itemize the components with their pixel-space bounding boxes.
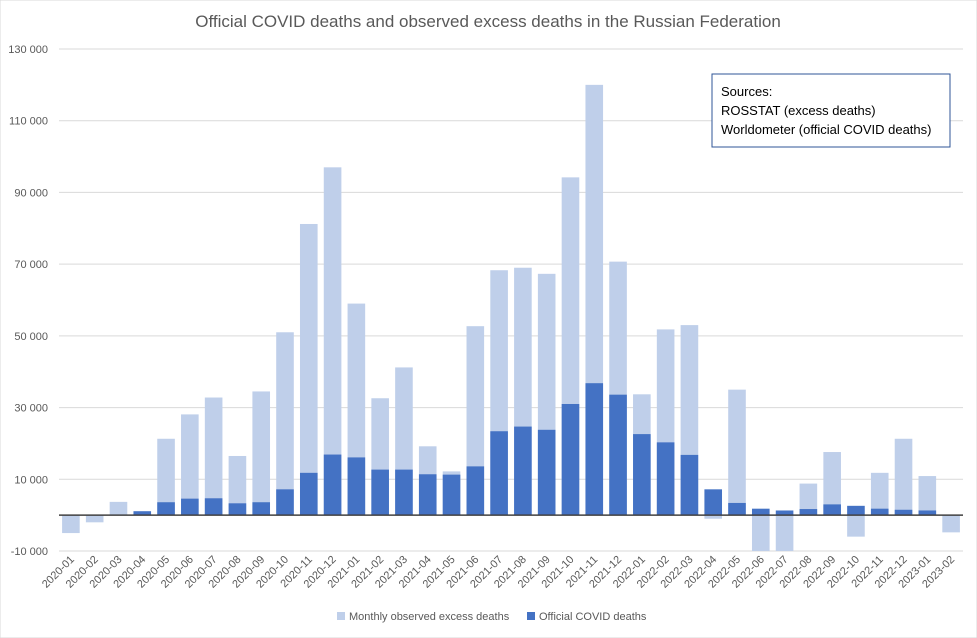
covid-deaths-bar xyxy=(585,383,604,516)
sources-box-border xyxy=(711,73,951,148)
excess-deaths-bar xyxy=(157,438,175,516)
y-tick-label: 50 000 xyxy=(14,331,48,343)
excess-deaths-bar xyxy=(252,391,271,516)
covid-deaths-bar xyxy=(204,498,223,516)
y-tick-label: -10 000 xyxy=(11,546,48,558)
covid-deaths-bar xyxy=(395,469,413,516)
covid-deaths-bar xyxy=(252,502,271,516)
excess-deaths-bar xyxy=(894,438,913,516)
excess-deaths-bar xyxy=(85,515,104,523)
excess-deaths-bar xyxy=(799,483,818,516)
excess-deaths-bar xyxy=(728,389,746,516)
covid-deaths-bar xyxy=(680,454,699,516)
y-tick-label: 130 000 xyxy=(8,44,48,56)
excess-deaths-bar xyxy=(847,515,865,537)
sources-line-1: ROSSTAT (excess deaths) xyxy=(721,103,876,118)
legend-swatch-covid xyxy=(527,612,535,620)
covid-deaths-bar xyxy=(276,489,294,516)
excess-deaths-bar xyxy=(704,515,723,519)
sources-heading: Sources: xyxy=(721,84,772,99)
y-tick-label: 30 000 xyxy=(14,403,48,415)
covid-deaths-bar xyxy=(775,510,794,516)
covid-deaths-bar xyxy=(537,429,556,516)
covid-deaths-bar xyxy=(728,502,746,516)
excess-deaths-bar xyxy=(823,452,841,516)
covid-deaths-bar xyxy=(133,511,152,516)
covid-deaths-bar xyxy=(181,498,199,516)
covid-deaths-bar xyxy=(514,426,532,516)
covid-deaths-bar xyxy=(918,510,937,516)
covid-deaths-bar xyxy=(633,434,651,516)
covid-deaths-bar xyxy=(490,431,508,516)
covid-deaths-bar xyxy=(704,489,723,516)
covid-deaths-bar xyxy=(418,474,437,516)
covid-deaths-bar xyxy=(466,466,485,516)
covid-deaths-bar xyxy=(870,508,889,516)
excess-deaths-bar xyxy=(751,515,770,551)
legend-label-excess: Monthly observed excess deaths xyxy=(349,611,510,623)
legend-swatch-excess xyxy=(337,612,345,620)
y-axis-ticks: -10 000 10 000 30 000 50 000 70 000 90 000 110… xyxy=(8,44,48,558)
covid-deaths-bar xyxy=(823,504,841,516)
covid-deaths-bar xyxy=(442,474,461,516)
excess-deaths-bar xyxy=(299,223,318,516)
y-tick-label: 10 000 xyxy=(14,474,48,486)
excess-deaths-series xyxy=(62,84,960,551)
covid-deaths-bar xyxy=(561,403,580,516)
covid-deaths-bar xyxy=(371,469,389,516)
covid-deaths-bar xyxy=(751,508,770,516)
covid-deaths-bar xyxy=(847,505,865,516)
chart-title: Official COVID deaths and observed exces… xyxy=(195,12,781,31)
y-tick-label: 110 000 xyxy=(9,116,48,128)
legend: Monthly observed excess deaths Official … xyxy=(337,611,647,623)
legend-label-covid: Official COVID deaths xyxy=(539,611,647,623)
y-tick-label: 90 000 xyxy=(14,187,48,199)
excess-deaths-bar xyxy=(918,476,937,516)
covid-deaths-series xyxy=(133,383,937,516)
y-tick-label: 70 000 xyxy=(14,259,48,271)
excess-deaths-bar xyxy=(62,515,80,534)
excess-deaths-bar xyxy=(181,414,199,516)
covid-deaths-bar xyxy=(609,394,627,516)
excess-deaths-bar xyxy=(204,397,223,516)
excess-deaths-bar xyxy=(276,332,294,516)
covid-deaths-bar xyxy=(299,472,318,516)
excess-deaths-bar xyxy=(775,515,794,551)
sources-line-2: Worldometer (official COVID deaths) xyxy=(721,122,931,137)
covid-deaths-bar xyxy=(157,502,175,516)
sources-box: Sources: ROSSTAT (excess deaths) Worldom… xyxy=(711,73,951,148)
excess-deaths-bar xyxy=(323,167,342,516)
covid-deaths-bar xyxy=(323,454,342,516)
covid-deaths-bar xyxy=(799,509,818,516)
excess-deaths-bar xyxy=(870,472,889,516)
covid-deaths-bar xyxy=(656,442,675,516)
excess-deaths-bar xyxy=(109,501,128,516)
covid-deaths-bar xyxy=(347,457,366,516)
covid-deaths-bar xyxy=(894,509,913,516)
covid-deaths-bar xyxy=(228,503,247,516)
excess-deaths-bar xyxy=(228,455,247,516)
excess-deaths-bar xyxy=(942,515,960,533)
